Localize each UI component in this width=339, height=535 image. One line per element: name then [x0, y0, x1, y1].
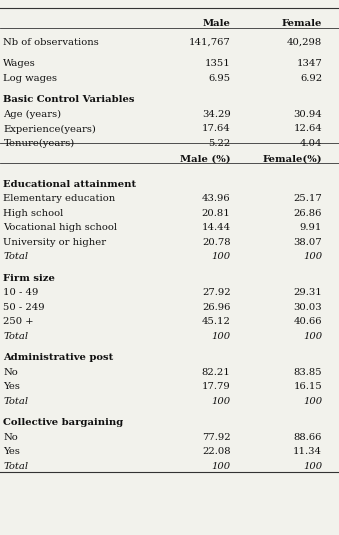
- Text: Yes: Yes: [3, 447, 20, 456]
- Text: Firm size: Firm size: [3, 274, 55, 282]
- Text: 1347: 1347: [296, 59, 322, 68]
- Text: Total: Total: [3, 462, 28, 471]
- Text: 12.64: 12.64: [293, 125, 322, 133]
- Text: 100: 100: [212, 462, 231, 471]
- Text: 27.92: 27.92: [202, 288, 231, 297]
- Text: Elementary education: Elementary education: [3, 194, 116, 203]
- Text: 100: 100: [303, 396, 322, 406]
- Text: Female(%): Female(%): [262, 154, 322, 163]
- Text: 20.78: 20.78: [202, 238, 231, 247]
- Text: 250 +: 250 +: [3, 317, 34, 326]
- Text: 14.44: 14.44: [201, 223, 231, 232]
- Text: 40.66: 40.66: [294, 317, 322, 326]
- Text: 50 - 249: 50 - 249: [3, 303, 45, 312]
- Text: Basic Control Variables: Basic Control Variables: [3, 95, 135, 104]
- Text: Administrative post: Administrative post: [3, 353, 114, 362]
- Text: 10 - 49: 10 - 49: [3, 288, 39, 297]
- Text: 77.92: 77.92: [202, 433, 231, 442]
- Text: Educational attainment: Educational attainment: [3, 180, 137, 189]
- Text: No: No: [3, 368, 18, 377]
- Text: 141,767: 141,767: [189, 38, 231, 47]
- Text: 100: 100: [212, 252, 231, 261]
- Text: 22.08: 22.08: [202, 447, 231, 456]
- Text: 20.81: 20.81: [202, 209, 231, 218]
- Text: 6.92: 6.92: [300, 74, 322, 83]
- Text: Yes: Yes: [3, 382, 20, 391]
- Text: Wages: Wages: [3, 59, 36, 68]
- Text: 26.96: 26.96: [202, 303, 231, 312]
- Text: 17.79: 17.79: [202, 382, 231, 391]
- Text: Male: Male: [203, 19, 231, 28]
- Text: Total: Total: [3, 332, 28, 341]
- Text: Tenure(years): Tenure(years): [3, 139, 75, 148]
- Text: Vocational high school: Vocational high school: [3, 223, 117, 232]
- Text: University or higher: University or higher: [3, 238, 106, 247]
- Text: 83.85: 83.85: [294, 368, 322, 377]
- Text: 6.95: 6.95: [208, 74, 231, 83]
- Text: 82.21: 82.21: [202, 368, 231, 377]
- Text: 29.31: 29.31: [293, 288, 322, 297]
- Text: Male (%): Male (%): [180, 154, 231, 163]
- Text: 4.04: 4.04: [300, 139, 322, 148]
- Text: 100: 100: [303, 252, 322, 261]
- Text: Experience(years): Experience(years): [3, 124, 96, 134]
- Text: 17.64: 17.64: [202, 125, 231, 133]
- Text: 25.17: 25.17: [293, 194, 322, 203]
- Text: High school: High school: [3, 209, 64, 218]
- Text: 5.22: 5.22: [208, 139, 231, 148]
- Text: 88.66: 88.66: [294, 433, 322, 442]
- Text: Nb of observations: Nb of observations: [3, 38, 99, 47]
- Text: 40,298: 40,298: [287, 38, 322, 47]
- Text: 9.91: 9.91: [300, 223, 322, 232]
- Text: Female: Female: [282, 19, 322, 28]
- Text: 100: 100: [212, 396, 231, 406]
- Text: 43.96: 43.96: [202, 194, 231, 203]
- Text: Collective bargaining: Collective bargaining: [3, 418, 124, 427]
- Text: Age (years): Age (years): [3, 110, 61, 119]
- Text: 1351: 1351: [205, 59, 231, 68]
- Text: 45.12: 45.12: [202, 317, 231, 326]
- Text: 30.03: 30.03: [294, 303, 322, 312]
- Text: 30.94: 30.94: [293, 110, 322, 119]
- Text: No: No: [3, 433, 18, 442]
- Text: 38.07: 38.07: [294, 238, 322, 247]
- Text: Total: Total: [3, 396, 28, 406]
- Text: 16.15: 16.15: [293, 382, 322, 391]
- Text: 34.29: 34.29: [202, 110, 231, 119]
- Text: 11.34: 11.34: [293, 447, 322, 456]
- Text: 100: 100: [212, 332, 231, 341]
- Text: 26.86: 26.86: [294, 209, 322, 218]
- Text: 100: 100: [303, 462, 322, 471]
- Text: Total: Total: [3, 252, 28, 261]
- Text: Log wages: Log wages: [3, 74, 57, 83]
- Text: 100: 100: [303, 332, 322, 341]
